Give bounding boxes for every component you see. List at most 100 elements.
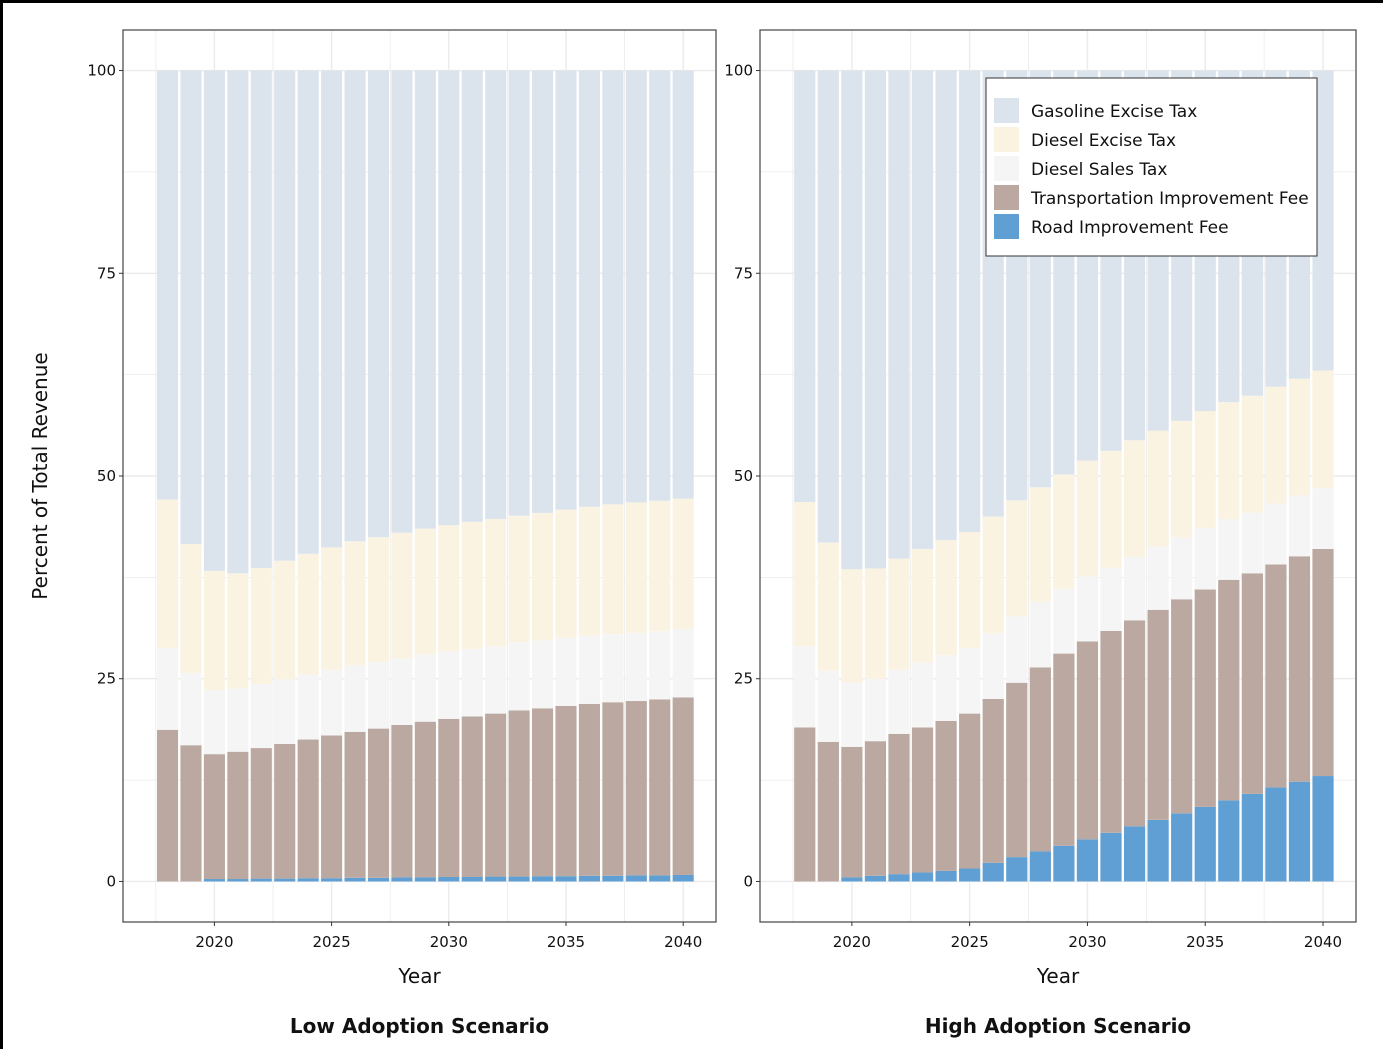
x-tick-label: 2030 <box>430 933 468 951</box>
bar-diesel-sales-tax-2021 <box>864 678 887 742</box>
bar-diesel-sales-tax-2039 <box>649 631 671 700</box>
bar-transportation-improvement-fee-2025 <box>959 713 981 869</box>
bar-transportation-improvement-fee-2026 <box>982 699 1004 863</box>
bar-diesel-excise-tax-2033 <box>508 515 530 643</box>
x-axis-title: Year <box>397 964 441 988</box>
bar-transportation-improvement-fee-2037 <box>1241 573 1263 794</box>
bar-gasoline-excise-tax-2033 <box>508 70 530 516</box>
bar-gasoline-excise-tax-2037 <box>602 70 624 505</box>
bar-diesel-sales-tax-2038 <box>625 632 647 702</box>
y-tick-label: 100 <box>724 62 753 80</box>
bar-transportation-improvement-fee-2039 <box>1288 556 1311 782</box>
bar-diesel-sales-tax-2018 <box>156 647 179 730</box>
bar-diesel-sales-tax-2024 <box>297 674 319 740</box>
bar-gasoline-excise-tax-2036 <box>578 70 600 507</box>
legend-key-road-improvement-fee <box>994 214 1019 239</box>
bar-transportation-improvement-fee-2038 <box>625 701 647 876</box>
bar-diesel-excise-tax-2034 <box>532 512 554 641</box>
bar-road-improvement-fee-2021 <box>227 879 249 882</box>
bar-diesel-sales-tax-2018 <box>794 646 816 728</box>
bar-diesel-sales-tax-2030 <box>438 651 460 719</box>
bar-diesel-sales-tax-2020 <box>841 682 863 747</box>
y-tick-label: 25 <box>734 670 753 688</box>
bar-transportation-improvement-fee-2021 <box>864 741 887 876</box>
y-tick-label: 25 <box>97 670 116 688</box>
bar-transportation-improvement-fee-2027 <box>1006 682 1028 858</box>
bar-road-improvement-fee-2023 <box>911 872 934 882</box>
bar-transportation-improvement-fee-2022 <box>250 748 272 879</box>
bar-diesel-sales-tax-2020 <box>203 690 225 755</box>
bar-road-improvement-fee-2028 <box>391 877 413 882</box>
bar-transportation-improvement-fee-2029 <box>414 721 436 878</box>
bar-transportation-improvement-fee-2023 <box>274 744 296 879</box>
bar-gasoline-excise-tax-2032 <box>485 70 507 519</box>
bar-diesel-excise-tax-2038 <box>625 502 647 633</box>
x-tick-label: 2025 <box>951 933 989 951</box>
bar-transportation-improvement-fee-2020 <box>203 754 225 880</box>
bar-diesel-excise-tax-2019 <box>180 544 202 674</box>
bar-diesel-sales-tax-2033 <box>1147 546 1169 610</box>
legend-label-transportation-improvement-fee: Transportation Improvement Fee <box>1030 189 1309 209</box>
bar-transportation-improvement-fee-2036 <box>1218 579 1240 801</box>
bar-diesel-sales-tax-2031 <box>461 649 483 717</box>
bar-transportation-improvement-fee-2031 <box>461 716 483 877</box>
y-tick-label: 0 <box>743 872 753 890</box>
bar-gasoline-excise-tax-2019 <box>817 70 839 543</box>
bar-diesel-excise-tax-2021 <box>227 573 249 689</box>
bar-diesel-excise-tax-2037 <box>1241 395 1263 513</box>
bar-gasoline-excise-tax-2034 <box>532 70 554 513</box>
bar-transportation-improvement-fee-2030 <box>1076 641 1099 840</box>
bar-diesel-sales-tax-2028 <box>1029 601 1051 668</box>
bar-road-improvement-fee-2040 <box>1312 776 1334 882</box>
bar-diesel-excise-tax-2020 <box>841 569 863 683</box>
bar-diesel-excise-tax-2035 <box>1194 411 1216 528</box>
bar-transportation-improvement-fee-2024 <box>297 739 319 879</box>
panel-caption: Low Adoption Scenario <box>290 1014 549 1038</box>
bar-diesel-sales-tax-2036 <box>578 635 600 704</box>
legend-key-diesel-excise-tax <box>994 127 1019 152</box>
bar-diesel-sales-tax-2030 <box>1076 576 1099 642</box>
bar-gasoline-excise-tax-2039 <box>649 70 671 501</box>
bar-diesel-excise-tax-2032 <box>485 518 507 647</box>
bar-transportation-improvement-fee-2026 <box>344 731 366 878</box>
legend: Gasoline Excise Tax Diesel Excise Tax Dies… <box>985 77 1318 257</box>
legend-key-diesel-sales-tax <box>994 156 1019 181</box>
bar-gasoline-excise-tax-2020 <box>203 70 225 571</box>
x-tick-label: 2035 <box>547 933 585 951</box>
panel-low-adoption: 0 25 50 75 100 2020 2025 2030 2035 2040 Year Percen… <box>28 29 717 1038</box>
bar-diesel-excise-tax-2035 <box>555 509 577 638</box>
x-axis: 2020 2025 2030 2035 2040 <box>195 922 702 951</box>
bar-transportation-improvement-fee-2018 <box>794 727 816 882</box>
bar-transportation-improvement-fee-2019 <box>180 745 202 882</box>
bar-diesel-excise-tax-2022 <box>888 558 910 670</box>
y-axis-title: Percent of Total Revenue <box>28 352 52 599</box>
bar-diesel-excise-tax-2034 <box>1171 420 1193 538</box>
x-tick-label: 2020 <box>833 933 871 951</box>
bar-transportation-improvement-fee-2034 <box>532 708 554 877</box>
bar-diesel-sales-tax-2023 <box>274 679 296 745</box>
bar-diesel-sales-tax-2025 <box>959 647 981 714</box>
bar-diesel-excise-tax-2027 <box>1006 500 1028 617</box>
bar-transportation-improvement-fee-2039 <box>649 699 671 876</box>
bar-road-improvement-fee-2024 <box>935 870 957 882</box>
bar-diesel-excise-tax-2028 <box>1029 487 1051 602</box>
bar-transportation-improvement-fee-2035 <box>555 705 577 877</box>
bar-road-improvement-fee-2027 <box>1006 857 1028 882</box>
bar-road-improvement-fee-2023 <box>274 878 296 882</box>
bar-gasoline-excise-tax-2028 <box>391 70 413 533</box>
bar-transportation-improvement-fee-2032 <box>485 713 507 877</box>
bar-gasoline-excise-tax-2025 <box>959 70 981 532</box>
bar-road-improvement-fee-2036 <box>1218 800 1240 882</box>
bar-road-improvement-fee-2038 <box>1265 787 1287 882</box>
bar-diesel-excise-tax-2023 <box>274 560 296 680</box>
bar-diesel-sales-tax-2037 <box>602 634 624 703</box>
bar-diesel-sales-tax-2022 <box>250 683 272 749</box>
bar-diesel-excise-tax-2024 <box>297 553 319 675</box>
bar-road-improvement-fee-2033 <box>508 876 530 882</box>
legend-box <box>985 77 1318 257</box>
bar-diesel-sales-tax-2034 <box>532 640 554 709</box>
bar-diesel-sales-tax-2033 <box>508 642 530 711</box>
y-tick-label: 50 <box>97 467 116 485</box>
bar-diesel-sales-tax-2029 <box>414 654 436 722</box>
